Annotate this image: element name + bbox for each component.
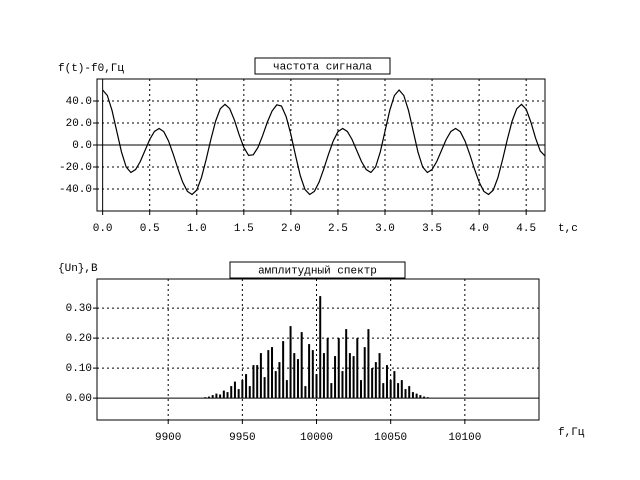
x-tick-label: 10100	[448, 432, 481, 444]
bar	[219, 394, 222, 399]
x-tick-label: 0.5	[140, 223, 160, 235]
bar	[411, 392, 414, 399]
x-tick-label: 2.5	[328, 223, 348, 235]
bar	[356, 338, 359, 399]
x-tick-label: 4.0	[469, 223, 489, 235]
bar	[363, 347, 366, 399]
bar	[308, 344, 311, 399]
bar	[267, 350, 270, 399]
title-box	[229, 261, 406, 279]
bar	[282, 341, 285, 399]
title-box	[254, 57, 391, 75]
bar	[419, 395, 422, 399]
y-axis-label: {Un},B	[58, 263, 98, 275]
bar	[330, 383, 333, 399]
bar	[263, 377, 266, 399]
bar	[341, 371, 344, 399]
bar	[393, 371, 396, 399]
x-tick-label: 9950	[229, 432, 255, 444]
bar	[211, 395, 214, 399]
bar	[222, 390, 225, 399]
x-tick-label: 2.0	[281, 223, 301, 235]
bar	[404, 389, 407, 399]
plot-frame	[96, 78, 546, 212]
x-tick-label: 4.5	[516, 223, 536, 235]
bar	[374, 362, 377, 399]
bar	[300, 332, 303, 399]
bar	[245, 374, 248, 399]
y-axis-label: f(t)-f0,Гц	[58, 63, 124, 75]
bar	[378, 353, 381, 399]
x-axis-label: f,Гц	[558, 427, 585, 439]
bar	[315, 374, 318, 399]
bar	[248, 386, 251, 399]
bar	[207, 396, 210, 399]
bar	[289, 326, 292, 399]
bar	[397, 383, 400, 399]
y-tick-label: 0.30	[66, 303, 92, 315]
y-tick-label: -20.0	[59, 162, 92, 174]
y-tick-label: 20.0	[66, 118, 92, 130]
x-tick-label: 9900	[155, 432, 181, 444]
bar	[352, 356, 355, 399]
bar	[285, 380, 288, 399]
x-tick-label: 0.0	[93, 223, 113, 235]
x-tick-label: 3.5	[422, 223, 442, 235]
y-tick-label: 0.0	[72, 140, 92, 152]
x-tick-label: 3.0	[375, 223, 395, 235]
bar	[226, 392, 229, 399]
chart-title: амплитудный спектр	[258, 265, 377, 277]
bar	[360, 380, 363, 399]
bar	[385, 365, 388, 399]
bar	[371, 368, 374, 399]
bar	[259, 353, 262, 399]
bar	[304, 386, 307, 399]
bar	[348, 353, 351, 399]
bar	[400, 380, 403, 399]
bar	[230, 386, 233, 399]
plot-frame	[96, 278, 540, 421]
x-axis-label: t,c	[558, 223, 578, 235]
bar	[233, 381, 236, 399]
bar	[204, 397, 207, 399]
bar	[334, 356, 337, 399]
line	[102, 89, 546, 196]
x-tick-label: 10050	[374, 432, 407, 444]
bar	[252, 365, 255, 399]
bar	[237, 389, 240, 399]
y-tick-label: -40.0	[59, 184, 92, 196]
bar	[337, 338, 340, 399]
bar	[256, 365, 259, 399]
bar	[274, 371, 277, 399]
chart-title: частота сигнала	[273, 61, 372, 73]
x-tick-label: 1.5	[234, 223, 254, 235]
bar	[326, 338, 329, 399]
bar	[293, 353, 296, 399]
bar	[382, 383, 385, 399]
bar	[415, 393, 418, 399]
bar	[241, 380, 244, 399]
y-tick-label: 0.20	[66, 333, 92, 345]
bar	[311, 350, 314, 399]
x-tick-label: 1.0	[187, 223, 207, 235]
y-tick-label: 0.10	[66, 363, 92, 375]
y-tick-label: 40.0	[66, 96, 92, 108]
bar	[271, 347, 274, 399]
bar	[367, 329, 370, 399]
bar	[215, 393, 218, 399]
bar	[345, 329, 348, 399]
bar	[389, 380, 392, 399]
bar	[408, 386, 411, 399]
bar	[319, 296, 322, 399]
y-tick-label: 0.00	[66, 393, 92, 405]
bar	[278, 362, 281, 399]
bar	[426, 397, 429, 399]
bar	[423, 396, 426, 399]
bar	[322, 353, 325, 399]
bar	[296, 359, 299, 399]
x-tick-label: 10000	[300, 432, 333, 444]
